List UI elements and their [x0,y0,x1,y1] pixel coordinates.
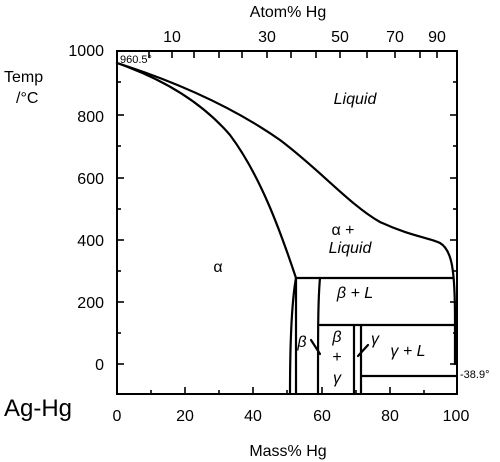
y-tick-label: 600 [77,171,104,188]
y-tick-label: 200 [77,295,104,312]
top-tick-label: 30 [258,29,276,46]
bottom-axis-title: Mass% Hg [249,443,326,460]
y-axis-title-line2: /°C [16,90,38,107]
liquid-label: Liquid [334,91,378,108]
beta-gamma-beta-label: β [331,329,341,346]
alpha-label: α [213,259,222,276]
top-tick-label: 70 [386,29,404,46]
beta-pointer [309,338,322,356]
top-axis-ticks [148,51,438,58]
alpha-liquid-label: Liquid [329,240,373,257]
ag-melting-point-label: 960.5° [120,54,152,66]
gamma-plus-l-label: γ + L [390,343,425,360]
beta-right-boundary [316,276,322,396]
alpha-plus-label: α + [331,222,354,239]
beta-gamma-plus-label: + [332,349,341,366]
gamma-label: γ [371,331,380,348]
top-tick-label: 50 [331,29,349,46]
top-axis-title: Atom% Hg [250,4,326,21]
bottom-tick-label: 0 [113,408,122,425]
y-axis-title-line1: Temp [4,69,43,86]
top-tick-label: 10 [163,29,181,46]
beta-plus-l-label: β + L [336,285,373,302]
gamma-pointer [356,343,370,358]
bottom-tick-label: 80 [381,408,399,425]
y-tick-label: 400 [77,233,104,250]
bottom-tick-label: 40 [244,408,262,425]
bottom-tick-label: 20 [176,408,194,425]
left-axis-ticks [117,50,124,365]
solidus-curve [115,61,298,280]
beta-gamma-gamma-label: γ [333,370,342,387]
bottom-axis-ticks [116,387,425,394]
beta-label: β [296,334,306,351]
system-label: Ag-Hg [4,395,72,422]
y-tick-label: 0 [95,357,104,374]
y-tick-label: 800 [77,109,104,126]
top-tick-label: 90 [428,29,446,46]
bottom-tick-label: 60 [313,408,331,425]
bottom-tick-label: 100 [443,408,470,425]
liquidus-curve [115,61,457,366]
hg-melting-point-label: -38.9° [460,369,489,381]
alpha-solvus-line [288,276,298,396]
y-tick-label: 1000 [68,43,104,60]
